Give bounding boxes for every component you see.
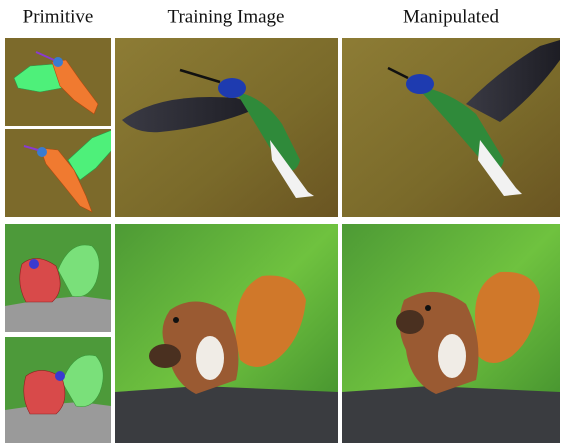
manipulated-squirrel <box>342 224 560 443</box>
column-title: Training Image <box>168 6 285 27</box>
illustration-shape <box>406 74 434 94</box>
illustration-shape <box>29 259 39 269</box>
body: Primitive Training Image Manipulated <box>0 0 561 444</box>
illustration-shape <box>20 258 60 302</box>
illustration-shape <box>438 334 466 378</box>
manipulated-bird <box>342 38 560 217</box>
primitive-bird-1 <box>5 38 111 126</box>
primitive-squirrel-2 <box>5 337 111 443</box>
training-bird <box>115 38 338 217</box>
illustration-shape <box>149 344 181 368</box>
illustration-shape <box>196 336 224 380</box>
column-title: Primitive <box>23 6 94 27</box>
training-squirrel <box>115 224 338 443</box>
illustration-shape <box>37 147 47 157</box>
illustration-shape <box>425 305 431 311</box>
illustration-shape <box>218 78 246 98</box>
primitive-squirrel-1 <box>5 224 111 332</box>
column-title: Manipulated <box>403 6 500 27</box>
illustration-shape <box>55 371 65 381</box>
illustration-shape <box>342 386 560 443</box>
illustration-shape <box>396 310 424 334</box>
figure: Primitive Training Image Manipulated <box>0 0 561 444</box>
illustration-shape <box>53 57 63 67</box>
page: {"header": {"columns": ["Primitive", "Tr… <box>0 0 561 444</box>
illustration-shape <box>115 386 338 443</box>
illustration-shape <box>173 317 179 323</box>
primitive-bird-2 <box>5 129 112 217</box>
